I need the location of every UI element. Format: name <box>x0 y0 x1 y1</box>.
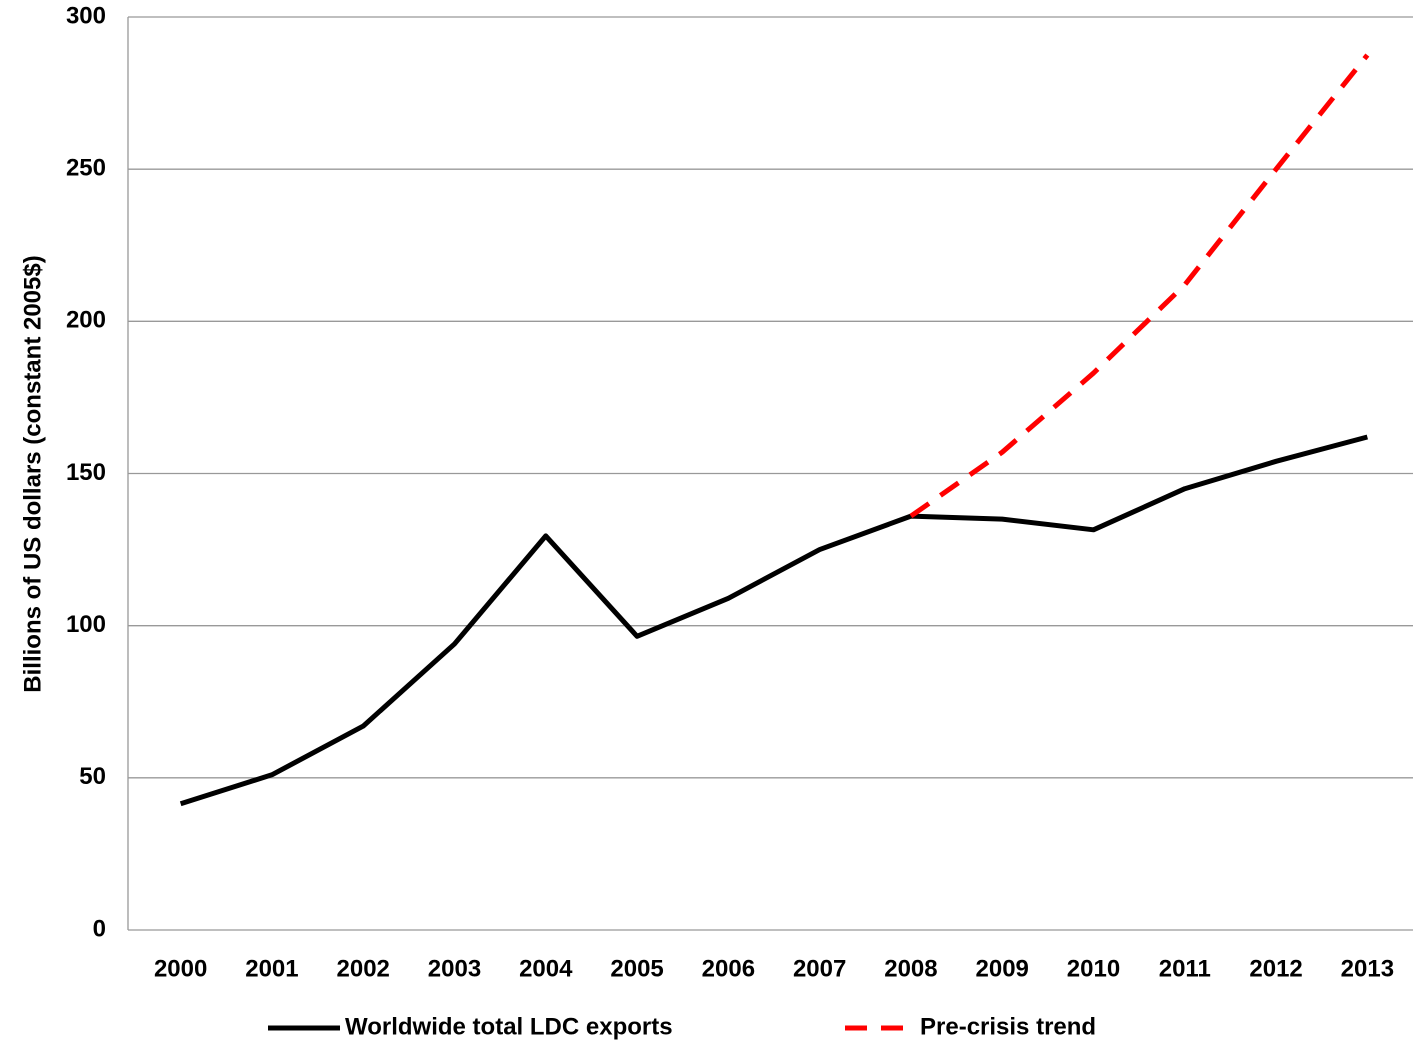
y-tick-label: 100 <box>66 611 106 638</box>
y-tick-label: 250 <box>66 155 106 182</box>
x-tick-label: 2013 <box>1341 955 1394 982</box>
x-tick-label: 2002 <box>337 955 390 982</box>
y-tick-label: 200 <box>66 307 106 334</box>
x-tick-label: 2010 <box>1067 955 1120 982</box>
y-axis-title: Billions of US dollars (constant 2005$) <box>19 255 46 692</box>
y-tick-label: 300 <box>66 2 106 29</box>
x-tick-label: 2011 <box>1159 955 1211 982</box>
y-tick-label: 150 <box>66 459 106 486</box>
x-tick-label: 2009 <box>976 955 1029 982</box>
x-tick-label: 2008 <box>884 955 937 982</box>
x-tick-label: 2005 <box>610 955 663 982</box>
x-tick-label: 2003 <box>428 955 481 982</box>
x-tick-label: 2007 <box>793 955 846 982</box>
x-tick-label: 2006 <box>702 955 755 982</box>
x-tick-label: 2000 <box>154 955 207 982</box>
line-series <box>179 434 1369 807</box>
y-tick-label: 0 <box>93 915 106 942</box>
legend-label: Worldwide total LDC exports <box>345 1013 673 1040</box>
x-tick-label: 2012 <box>1249 955 1302 982</box>
x-tick-label: 2001 <box>245 955 298 982</box>
line-series <box>909 53 1370 519</box>
y-tick-label: 50 <box>79 763 106 790</box>
x-tick-label: 2004 <box>519 955 573 982</box>
legend-label: Pre-crisis trend <box>920 1013 1096 1040</box>
